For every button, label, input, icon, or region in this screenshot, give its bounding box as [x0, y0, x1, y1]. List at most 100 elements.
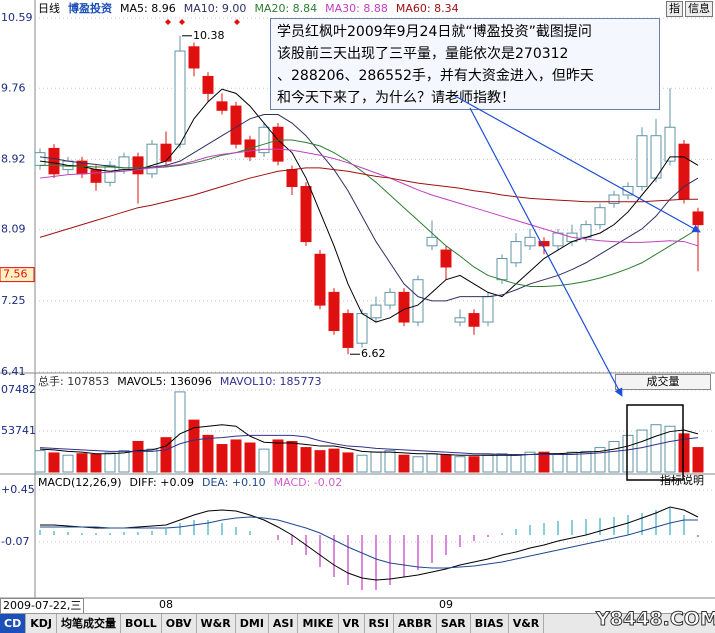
candle-body [314, 253, 326, 306]
icons: 指信息 [666, 1, 713, 17]
candle-body [426, 236, 438, 247]
x-tick-label: 08 [159, 598, 173, 611]
tab[interactable]: 均笔成交量 [57, 614, 121, 633]
volume-bar [62, 454, 74, 473]
volume-bar [202, 434, 214, 473]
legend-entry: MACD: -0.02 [273, 476, 343, 489]
candle-body [48, 147, 60, 175]
candle-body [342, 313, 354, 348]
tab[interactable]: MIKE [298, 614, 339, 633]
toolbar: CD KDJ 均笔成交量 BOLL OBV W&R DMI ASI MIKE VR RSI ARBR S… [0, 613, 715, 633]
y-tick-label: 6.41 [1, 365, 26, 378]
volume-bar [426, 453, 438, 473]
candle-body [104, 164, 116, 183]
volume-bar [146, 448, 158, 473]
tab[interactable]: DMI [236, 614, 269, 633]
volume-bar [692, 447, 704, 473]
help-link[interactable]: 指标说明 [660, 474, 704, 487]
price-legend: 日线 博盈投资 MA5: 8.96 MA10: 9.00 MA20: 8.84 MA3… [38, 1, 459, 17]
volume-bar [552, 453, 564, 473]
volume-bar [118, 450, 130, 473]
annotation-line: 、288206、286552手，并有大资金进入，但昨天 [277, 68, 594, 84]
legend-entry: MAVOL5: 136096 [117, 375, 212, 388]
candle-body [510, 241, 522, 264]
ma-line [39, 167, 698, 238]
candle-body [132, 156, 144, 175]
tab[interactable]: W&R [197, 614, 236, 633]
macd-line [40, 516, 698, 569]
stock-name: 博盈投资 [68, 2, 112, 15]
candle-body [622, 186, 634, 196]
y-tick-label: +0.45 [1, 483, 35, 496]
tab[interactable]: BIAS [471, 614, 509, 633]
volume-bar [160, 437, 172, 473]
volume-bar [286, 440, 298, 473]
candle-body [286, 169, 298, 188]
volume-bar [622, 434, 634, 473]
volume-bar [342, 452, 354, 473]
tab[interactable]: V&R [509, 614, 545, 633]
tab[interactable]: RSI [365, 614, 395, 633]
candle-body [650, 135, 662, 179]
candle-body [678, 143, 690, 200]
volume-bar [496, 453, 508, 473]
indicator-select[interactable]: 成交量 [615, 374, 711, 390]
candle-body [216, 101, 228, 111]
volume-bar [650, 424, 662, 473]
candle-body [538, 241, 550, 247]
y-tick-label: 7.25 [1, 294, 26, 307]
mavol-line [39, 434, 699, 455]
candle-body [580, 224, 592, 238]
volume-bar [34, 450, 46, 473]
candle-body [524, 236, 536, 247]
tab[interactable]: ASI [269, 614, 299, 633]
ma-line [39, 88, 699, 323]
candle-body [384, 291, 396, 306]
tab[interactable]: CD [0, 614, 27, 633]
icon-button[interactable]: 信息 [685, 1, 713, 17]
tab[interactable]: BOLL [121, 614, 162, 633]
volume-bar [48, 452, 60, 473]
y-tick-label: 10.59 [1, 11, 33, 24]
volume-bar [608, 440, 620, 473]
candle-body [664, 126, 676, 162]
extreme-label: 6.62 [361, 347, 386, 360]
tab[interactable]: ARBR [394, 614, 437, 633]
price-marker-box [0, 267, 35, 283]
legend-entry: MA60: 8.34 [395, 2, 459, 15]
candle-body [636, 135, 648, 188]
tab[interactable]: SAR [437, 614, 471, 633]
macd-legend: MACD(12,26,9) DIFF: +0.09 DEA: +0.10 MACD:… [38, 475, 342, 491]
y-tick-label: 07482 [1, 383, 36, 396]
y-tick-label: -0.07 [1, 535, 29, 548]
y-tick-label: 53741 [1, 424, 36, 437]
volume-bar [314, 450, 326, 473]
candle-body [146, 143, 158, 175]
tab[interactable]: VR [339, 614, 365, 633]
legend-entry: MA30: 8.88 [325, 2, 388, 15]
annotation: 学员红枫叶2009年9月24日就“博盈投资”截图提问 该股前三天出现了三平量，量能… [270, 18, 660, 110]
volume-legend: 总手: 107853 MAVOL5: 136096 MAVOL10: 185773 [38, 374, 321, 390]
candle-body [230, 105, 242, 145]
candle-body [356, 313, 368, 344]
candle-body [258, 126, 270, 154]
tab[interactable]: KDJ [26, 614, 57, 633]
candle-body [482, 296, 494, 323]
icon-button[interactable]: 指 [666, 1, 683, 17]
volume-bar [510, 454, 522, 473]
volume-bar [76, 453, 88, 473]
volume-bar [580, 450, 592, 473]
volume-bar [230, 439, 242, 473]
tab[interactable]: OBV [162, 614, 197, 633]
candle-body [412, 279, 424, 323]
legend-entry: DIFF: +0.09 [129, 476, 194, 489]
date-label: 2009-07-22,三 [0, 598, 85, 614]
volume-bar [90, 453, 102, 473]
volume-bar [468, 456, 480, 473]
volume-bar [328, 448, 340, 473]
volume-bar [272, 439, 284, 473]
candle-body [188, 46, 200, 69]
macd-label: MACD(12,26,9) [38, 476, 122, 489]
legend-entry: MAVOL10: 185773 [219, 375, 322, 388]
